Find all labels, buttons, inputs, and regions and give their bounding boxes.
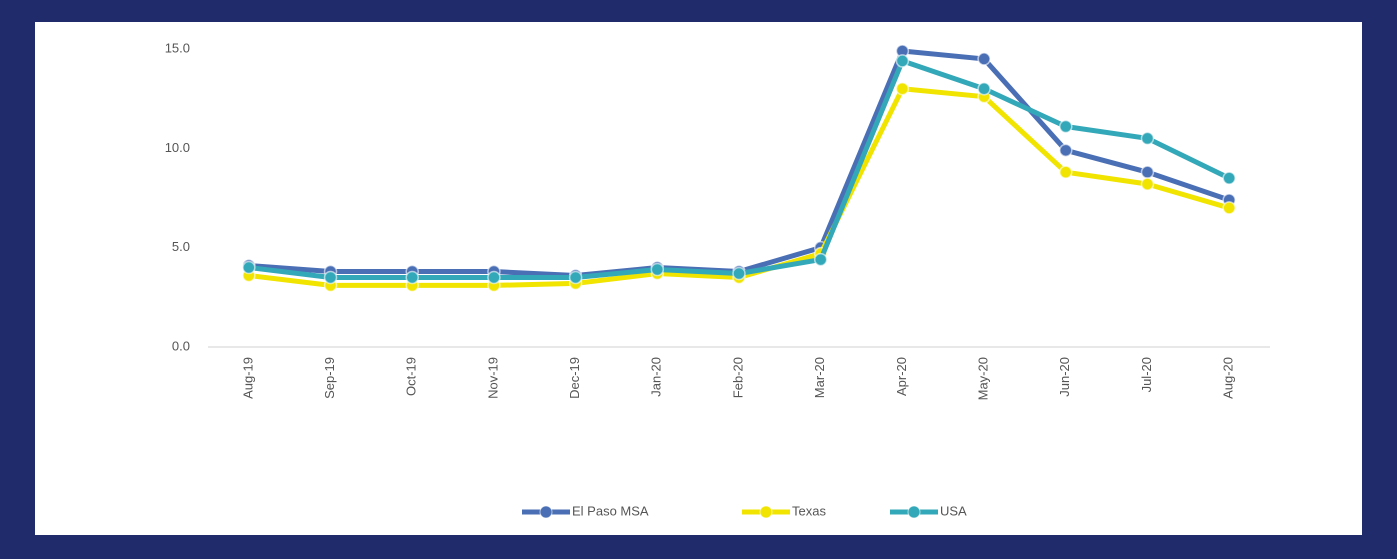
point-marker — [487, 270, 501, 285]
point-marker — [1140, 177, 1155, 191]
point-marker — [1059, 119, 1073, 134]
point-marker — [1222, 201, 1236, 215]
point-marker — [1140, 131, 1155, 146]
x-tick-label: Aug-19 — [240, 357, 255, 399]
x-tick-label: Aug-20 — [1221, 357, 1236, 399]
point-marker — [895, 81, 910, 96]
point-marker — [977, 81, 991, 96]
point-marker — [895, 54, 910, 68]
x-tick-label: Nov-19 — [485, 357, 500, 399]
y-tick-label: 10.0 — [165, 140, 190, 155]
legend-label: El Paso MSA — [572, 503, 649, 518]
legend-marker — [907, 505, 921, 519]
point-marker — [568, 270, 583, 285]
x-tick-label: Oct-19 — [404, 357, 419, 396]
point-marker — [977, 52, 991, 66]
y-tick-label: 15.0 — [165, 40, 190, 55]
x-tick-label: Sep-19 — [322, 357, 337, 399]
point-marker — [650, 262, 665, 277]
point-marker — [1222, 171, 1236, 185]
point-marker — [1059, 143, 1073, 158]
x-tick-label: Dec-19 — [567, 357, 582, 399]
x-tick-label: Apr-20 — [894, 357, 909, 396]
point-marker — [242, 260, 256, 275]
x-tick-label: May-20 — [976, 357, 991, 400]
point-marker — [813, 252, 828, 267]
y-tick-label: 5.0 — [172, 239, 190, 254]
x-tick-label: Jul-20 — [1139, 357, 1154, 392]
x-tick-label: Feb-20 — [730, 357, 745, 398]
legend-label: USA — [940, 503, 967, 518]
legend-marker — [539, 505, 553, 519]
point-marker — [1059, 165, 1073, 179]
chart-panel — [35, 22, 1362, 535]
x-tick-label: Jun-20 — [1057, 357, 1072, 397]
x-tick-label: Jan-20 — [649, 357, 664, 397]
point-marker — [732, 266, 746, 281]
point-marker — [405, 270, 419, 285]
point-marker — [323, 270, 338, 285]
y-tick-label: 0.0 — [172, 338, 190, 353]
x-tick-label: Mar-20 — [812, 357, 827, 398]
legend-label: Texas — [792, 503, 826, 518]
point-marker — [1140, 165, 1155, 179]
legend-marker — [759, 505, 773, 519]
